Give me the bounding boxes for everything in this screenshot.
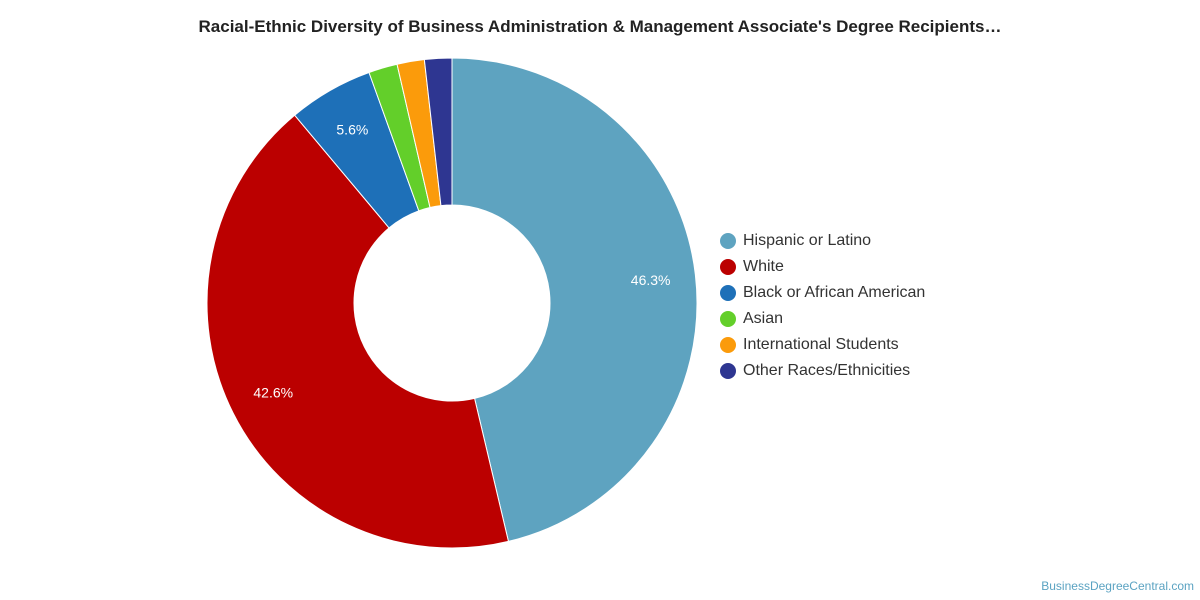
legend-label: Other Races/Ethnicities [743, 362, 911, 379]
legend-label: Black or African American [743, 284, 926, 301]
legend-label: International Students [743, 336, 899, 353]
legend-swatch [720, 363, 736, 379]
slice-label: 46.3% [631, 272, 671, 288]
legend-item[interactable]: International Students [720, 332, 925, 358]
legend-swatch [720, 259, 736, 275]
source-credit[interactable]: BusinessDegreeCentral.com [1041, 579, 1194, 593]
legend-item[interactable]: Other Races/Ethnicities [720, 358, 925, 384]
legend-item[interactable]: Asian [720, 306, 925, 332]
slice-white[interactable] [206, 114, 510, 549]
chart-title: Racial-Ethnic Diversity of Business Admi… [198, 17, 1002, 36]
slice-label: 42.6% [253, 385, 293, 401]
legend-swatch [720, 337, 736, 353]
legend-swatch [720, 311, 736, 327]
legend-swatch [720, 285, 736, 301]
legend-item[interactable]: Hispanic or Latino [720, 228, 925, 254]
chart-legend: Hispanic or Latino White Black or African … [720, 228, 925, 384]
legend-label: Hispanic or Latino [743, 232, 872, 249]
legend-label: White [743, 258, 784, 275]
legend-label: Asian [743, 310, 784, 327]
legend-item[interactable]: Black or African American [720, 280, 925, 306]
slice-label: 5.6% [336, 122, 368, 138]
legend-swatch [720, 233, 736, 249]
slice-other-races-ethnicities[interactable] [423, 57, 453, 207]
slice-hispanic-or-latino[interactable] [451, 57, 698, 543]
legend-item[interactable]: White [720, 254, 925, 280]
